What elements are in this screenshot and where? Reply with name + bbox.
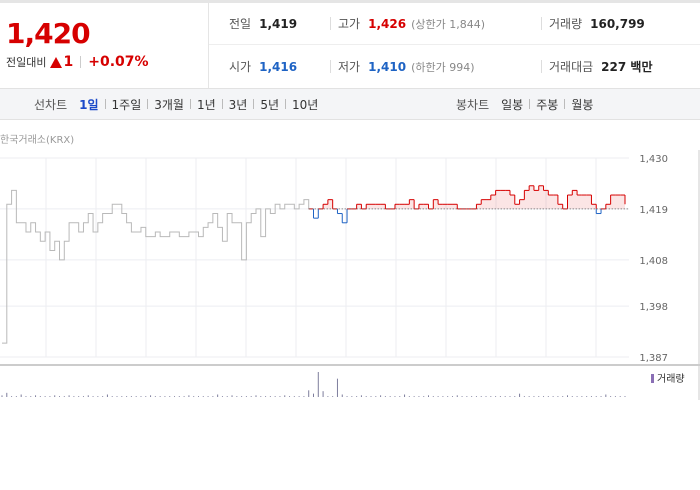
stat-value: 1,419 bbox=[259, 16, 298, 31]
divider bbox=[208, 3, 209, 88]
y-tick-label: 1,398 bbox=[639, 302, 668, 313]
volume-legend-label: 거래량 bbox=[657, 373, 685, 385]
line-chart-tabs: 선차트 1일 1주일 3개월 1년 3년 5년 10년 bbox=[34, 89, 318, 119]
stat-label: 거래량 bbox=[549, 17, 583, 31]
divider bbox=[189, 99, 191, 109]
stat-volume: 거래량 160,799 bbox=[549, 15, 645, 32]
tab-3y[interactable]: 3년 bbox=[228, 97, 248, 112]
y-tick-label: 1,430 bbox=[639, 154, 668, 165]
stat-high: 고가 1,426 (상한가 1,844) bbox=[338, 15, 485, 32]
chart-grid bbox=[0, 150, 700, 400]
stat-value: 227 백만 bbox=[601, 60, 653, 74]
tab-10y[interactable]: 10년 bbox=[292, 97, 319, 112]
change-percent: +0.07% bbox=[88, 54, 149, 70]
tab-daily[interactable]: 일봉 bbox=[501, 97, 524, 112]
stat-value: 1,410 bbox=[368, 59, 407, 74]
tab-weekly[interactable]: 주봉 bbox=[536, 97, 559, 112]
chart-tab-bar: 선차트 1일 1주일 3개월 1년 3년 5년 10년 봉차트 일봉 주봉 월봉 bbox=[0, 88, 700, 120]
current-price: 1,420 bbox=[6, 17, 91, 50]
price-line-morning bbox=[2, 189, 310, 344]
stat-open: 시가 1,416 bbox=[229, 58, 297, 75]
stat-sub: (상한가 1,844) bbox=[411, 17, 485, 31]
price-lines bbox=[2, 185, 626, 344]
divider bbox=[253, 99, 255, 109]
divider bbox=[80, 56, 82, 68]
stat-turnover: 거래대금 227 백만 bbox=[549, 58, 652, 75]
tab-3m[interactable]: 3개월 bbox=[154, 97, 184, 112]
price-panel: 1,420 전일대비 1 +0.07% bbox=[0, 3, 208, 88]
tab-1y[interactable]: 1년 bbox=[196, 97, 216, 112]
volume-bars bbox=[1, 372, 626, 397]
divider bbox=[104, 99, 106, 109]
stat-prev-close: 전일 1,419 bbox=[229, 15, 297, 32]
divider bbox=[147, 99, 149, 109]
stat-label: 전일 bbox=[229, 17, 252, 31]
divider bbox=[330, 60, 331, 73]
divider bbox=[285, 99, 287, 109]
market-name: 한국거래소(KRX) bbox=[0, 135, 75, 146]
divider bbox=[330, 17, 331, 30]
stat-label: 고가 bbox=[338, 17, 361, 31]
stat-sub: (하한가 994) bbox=[411, 60, 475, 74]
divider bbox=[541, 17, 542, 30]
stat-value: 1,416 bbox=[259, 59, 298, 74]
divider bbox=[564, 99, 566, 109]
chart-bg bbox=[0, 150, 700, 365]
line-chart-label: 선차트 bbox=[34, 97, 68, 112]
divider bbox=[221, 99, 223, 109]
stat-label: 시가 bbox=[229, 60, 252, 74]
divider bbox=[529, 99, 531, 109]
divider bbox=[209, 44, 700, 45]
y-axis-ticks: 1,430 1,419 1,408 1,398 1,387 bbox=[639, 154, 668, 364]
stat-value: 160,799 bbox=[590, 16, 645, 31]
change-row: 전일대비 1 +0.07% bbox=[6, 54, 149, 70]
top-border bbox=[0, 0, 700, 3]
change-label: 전일대비 bbox=[6, 56, 47, 69]
tab-1w[interactable]: 1주일 bbox=[111, 97, 142, 112]
candle-chart-tabs: 봉차트 일봉 주봉 월봉 bbox=[456, 89, 593, 119]
change-value: 1 bbox=[63, 54, 74, 70]
y-tick-label: 1,387 bbox=[639, 353, 668, 364]
up-triangle-icon bbox=[50, 56, 63, 68]
stat-low: 저가 1,410 (하한가 994) bbox=[338, 58, 475, 75]
volume-legend: 거래량 bbox=[651, 373, 685, 385]
tab-5y[interactable]: 5년 bbox=[260, 97, 280, 112]
candle-chart-label: 봉차트 bbox=[456, 97, 490, 112]
price-chart: 1,430 1,419 1,408 1,398 1,387 거래량 bbox=[0, 150, 700, 400]
divider bbox=[541, 60, 542, 73]
stat-value: 1,426 bbox=[368, 16, 407, 31]
volume-legend-swatch bbox=[651, 374, 654, 383]
up-area bbox=[308, 185, 625, 209]
tab-monthly[interactable]: 월봉 bbox=[571, 97, 594, 112]
stat-label: 거래대금 bbox=[549, 60, 594, 74]
up-fill-area bbox=[308, 185, 625, 209]
y-tick-label: 1,408 bbox=[639, 256, 668, 267]
price-chart-svg: 1,430 1,419 1,408 1,398 1,387 거래량 bbox=[0, 150, 700, 400]
stat-label: 저가 bbox=[338, 60, 361, 74]
tab-1d[interactable]: 1일 bbox=[79, 97, 99, 112]
y-tick-label: 1,419 bbox=[639, 205, 668, 216]
